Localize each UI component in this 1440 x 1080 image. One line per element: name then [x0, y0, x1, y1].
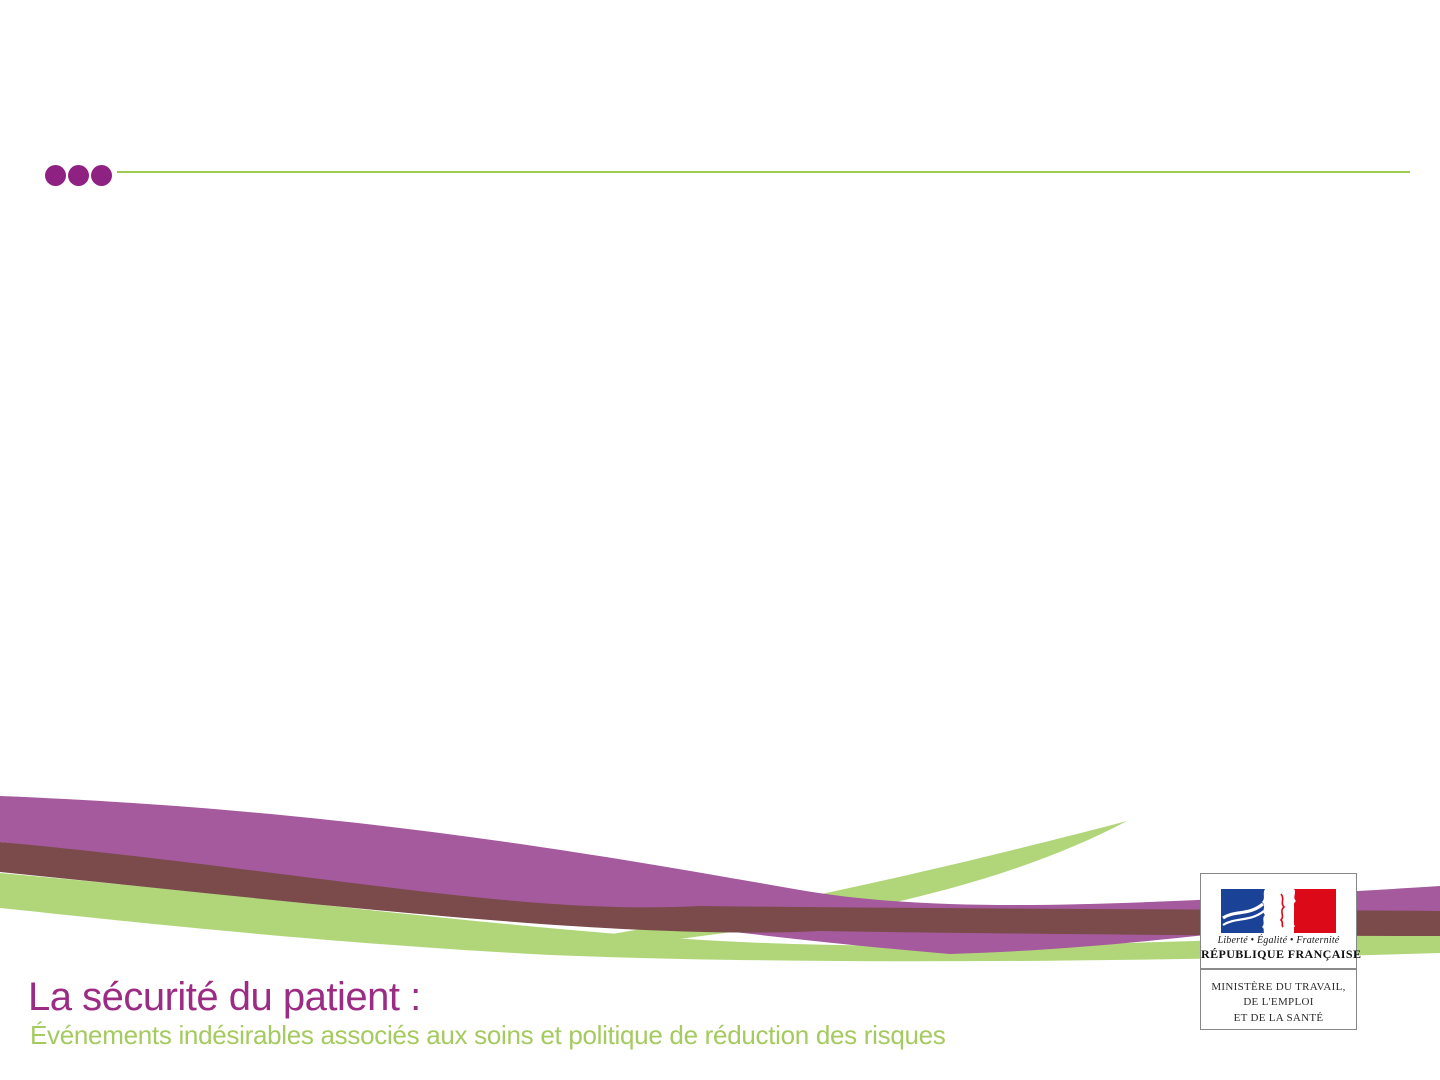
title-block: La sécurité du patient : Événements indé… — [28, 976, 1028, 1049]
header-decoration — [0, 0, 1440, 220]
ministry-line: MINISTÈRE DU TRAVAIL, — [1211, 981, 1346, 993]
flag-white-profile-left — [1262, 889, 1269, 933]
bullet-dot-icon — [91, 165, 112, 186]
flag-white-profile-right — [1289, 889, 1296, 933]
wave-maroon — [0, 842, 1440, 936]
slide-title: La sécurité du patient : — [28, 975, 421, 1019]
wave-green-band — [0, 873, 1440, 962]
slide-subtitle-part1: Événements indésirables associés aux soi… — [30, 1020, 534, 1050]
ministry-line: ET DE LA SANTÉ — [1233, 1011, 1324, 1024]
flag-ripple-stripe — [1222, 902, 1264, 920]
logo-divider — [1201, 968, 1356, 970]
bullet-dot-icon — [45, 165, 66, 186]
bullet-dot-icon — [68, 165, 89, 186]
marianne-flag-icon — [1221, 889, 1336, 933]
logo-republic-name: RÉPUBLIQUE FRANÇAISE — [1201, 947, 1362, 961]
flag-red-panel — [1294, 889, 1336, 933]
ministry-name: MINISTÈRE DU TRAVAIL, DE L'EMPLOI ET DE … — [1201, 980, 1356, 1026]
slide-subtitle-part2: et politique de réduction des risques — [540, 1020, 946, 1050]
header-rule-line — [117, 171, 1410, 173]
flag-ripple-stripe — [1222, 910, 1265, 926]
ministry-line: DE L'EMPLOI — [1243, 996, 1314, 1009]
government-logo-box: Liberté • Égalité • Fraternité RÉPUBLIQU… — [1200, 873, 1362, 1030]
wave-green-blade — [545, 821, 1127, 952]
marianne-profile-line — [1279, 893, 1286, 928]
logo-motto: Liberté • Égalité • Fraternité — [1217, 935, 1340, 946]
slide-subtitle: Événements indésirables associés aux soi… — [30, 1020, 1028, 1050]
